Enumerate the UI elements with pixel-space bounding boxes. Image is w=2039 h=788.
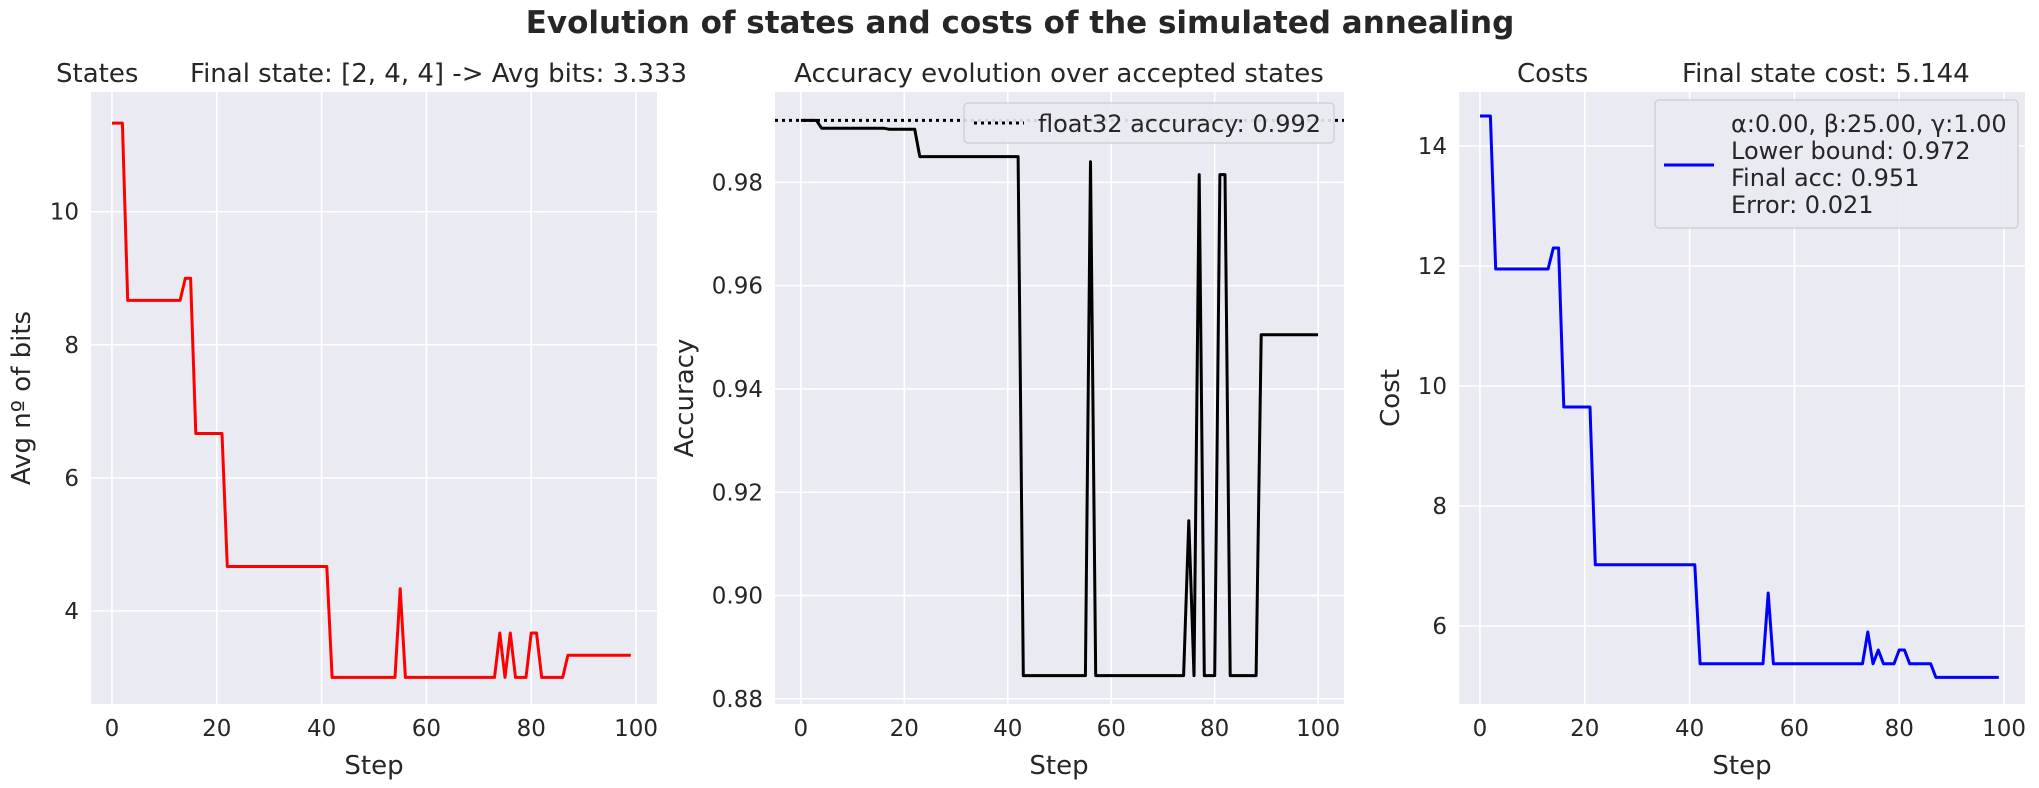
states-axes-background [91, 92, 657, 704]
accuracy-y-tick-label: 0.98 [712, 170, 763, 196]
states-xlabel: Step [344, 751, 403, 781]
costs-title-left: Costs [1517, 59, 1588, 89]
costs-panel: 0 20 40 60 80 100 6 8 10 12 14 Costs Final state c… [1376, 59, 2026, 781]
accuracy-grid [775, 92, 1344, 704]
states-ylabel: Avg nº of bits [7, 311, 37, 485]
states-y-tick-label: 8 [64, 333, 79, 359]
accuracy-y-tick-label: 0.96 [712, 274, 763, 300]
accuracy-y-tick-label: 0.92 [712, 480, 763, 506]
accuracy-series-line [800, 118, 1319, 678]
states-x-tick-label: 100 [614, 716, 658, 742]
states-x-tick-label: 0 [105, 716, 120, 742]
states-y-tick-label: 10 [50, 200, 79, 226]
accuracy-y-tick-label: 0.88 [712, 687, 763, 713]
accuracy-x-tick-label: 60 [1097, 716, 1126, 742]
costs-x-tick-label: 20 [1570, 716, 1599, 742]
costs-title-right: Final state cost: 5.144 [1682, 59, 1970, 89]
states-panel: 0 20 40 60 80 100 4 6 8 10 States Final state: [2… [7, 59, 687, 781]
states-series [112, 121, 631, 679]
costs-legend: α:0.00, β:25.00, γ:1.00 Lower bound: 0.9… [1654, 99, 2019, 229]
costs-x-tick-label: 0 [1473, 716, 1488, 742]
accuracy-y-tick-label: 0.94 [712, 377, 763, 403]
accuracy-legend: float32 accuracy: 0.992 [963, 102, 1335, 144]
states-y-tick-label: 4 [64, 599, 79, 625]
costs-y-tick-label: 12 [1418, 254, 1447, 280]
accuracy-ylabel: Accuracy [670, 339, 700, 458]
costs-y-tick-label: 6 [1432, 614, 1447, 640]
states-series-line [112, 121, 631, 679]
costs-x-tick-label: 80 [1885, 716, 1914, 742]
costs-series-line [1480, 114, 1999, 679]
accuracy-xlabel: Step [1029, 751, 1088, 781]
costs-y-tick-label: 8 [1432, 494, 1447, 520]
costs-legend-line-params: α:0.00, β:25.00, γ:1.00 [1731, 110, 2007, 138]
states-title-left: States [56, 59, 138, 89]
states-x-tick-label: 60 [412, 716, 441, 742]
states-grid [91, 92, 657, 704]
costs-legend-line-lower-bound: Lower bound: 0.972 [1731, 137, 1971, 165]
costs-x-tick-label: 100 [1982, 716, 2026, 742]
accuracy-title: Accuracy evolution over accepted states [794, 59, 1324, 89]
accuracy-x-tick-label: 20 [890, 716, 919, 742]
costs-legend-line-error: Error: 0.021 [1731, 191, 1874, 219]
accuracy-legend-label: float32 accuracy: 0.992 [1038, 110, 1321, 138]
costs-y-tick-label: 14 [1418, 134, 1447, 160]
states-x-tick-label: 40 [307, 716, 336, 742]
accuracy-x-tick-label: 100 [1296, 716, 1340, 742]
costs-xlabel: Step [1712, 751, 1771, 781]
costs-ticks: 0 20 40 60 80 100 6 8 10 12 14 [1418, 134, 2026, 742]
states-y-tick-label: 6 [64, 466, 79, 492]
costs-series [1480, 114, 1999, 679]
accuracy-axes-background [775, 92, 1344, 704]
accuracy-legend-box [963, 102, 1335, 144]
states-x-tick-label: 20 [202, 716, 231, 742]
accuracy-x-tick-label: 40 [993, 716, 1022, 742]
costs-legend-line-final-acc: Final acc: 0.951 [1731, 164, 1919, 192]
accuracy-x-tick-label: 80 [1200, 716, 1229, 742]
costs-x-tick-label: 40 [1675, 716, 1704, 742]
states-title-right: Final state: [2, 4, 4] -> Avg bits: 3.33… [190, 59, 687, 89]
figure-title: Evolution of states and costs of the sim… [526, 5, 1515, 41]
accuracy-series [775, 118, 1344, 678]
accuracy-y-tick-label: 0.90 [712, 584, 763, 610]
costs-y-tick-label: 10 [1418, 374, 1447, 400]
accuracy-ticks: 0 20 40 60 80 100 0.88 0.90 0.92 0.94 0.96 0.98 [712, 170, 1340, 742]
costs-x-tick-label: 60 [1780, 716, 1809, 742]
accuracy-panel: 0 20 40 60 80 100 0.88 0.90 0.92 0.94 0.96 0.98 Acc… [670, 59, 1344, 781]
states-x-tick-label: 80 [517, 716, 546, 742]
states-ticks: 0 20 40 60 80 100 4 6 8 10 [50, 200, 658, 742]
accuracy-x-tick-label: 0 [794, 716, 809, 742]
costs-legend-box [1654, 99, 2019, 229]
costs-ylabel: Cost [1376, 369, 1406, 427]
